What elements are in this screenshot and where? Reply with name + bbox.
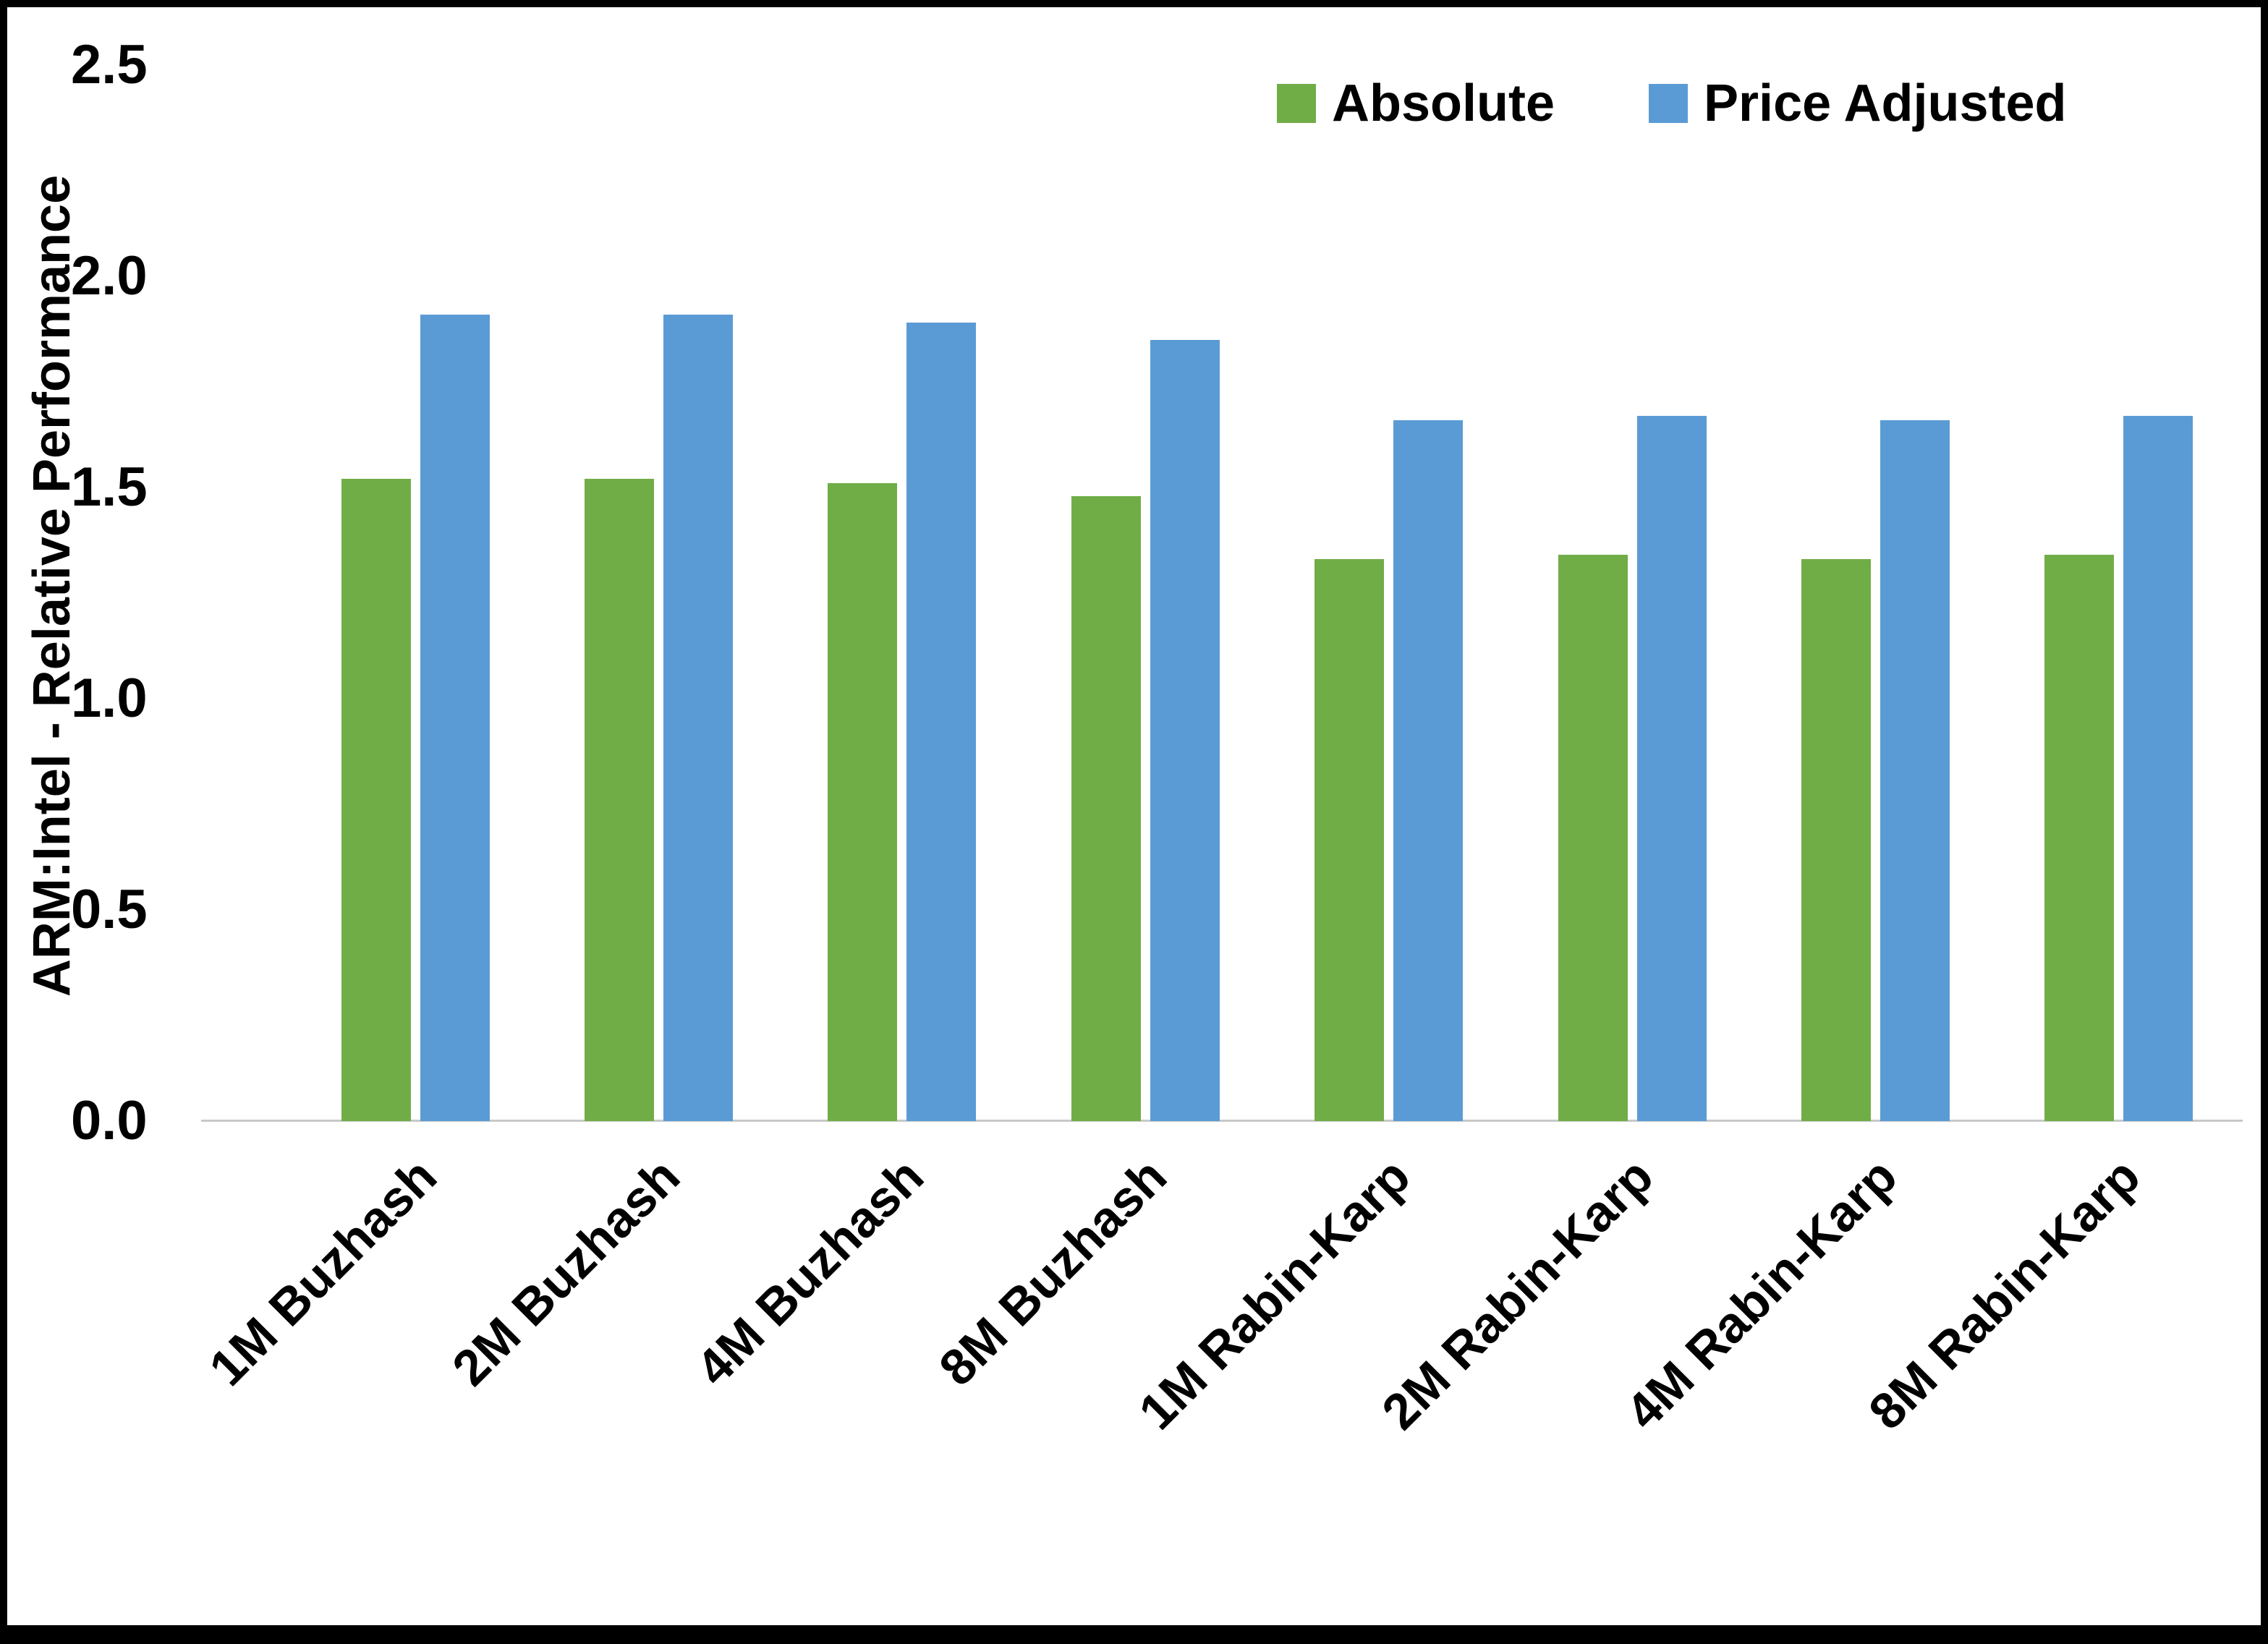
x-axis-labels: 1M Buzhash 2M Buzhash 4M Buzhash 8M Buzhash… [198, 1141, 2241, 1619]
plot-area [294, 65, 2241, 1121]
bar-price-adjusted [906, 323, 977, 1121]
x-axis-line [201, 1120, 2243, 1122]
bar-price-adjusted [663, 314, 734, 1121]
bar-absolute [341, 479, 411, 1121]
bar-absolute [828, 483, 898, 1121]
legend-swatch [1277, 84, 1316, 123]
bar-group [2044, 65, 2193, 1121]
bar-group [1801, 65, 1950, 1121]
bar-group [828, 65, 977, 1121]
bar-price-adjusted [420, 314, 490, 1121]
bar-price-adjusted [1393, 419, 1464, 1121]
bar-price-adjusted [1636, 415, 1707, 1121]
y-tick-label: 2.0 [71, 245, 148, 307]
y-tick-label: 1.0 [71, 668, 148, 729]
bar-group [341, 65, 490, 1121]
legend-swatch [1649, 84, 1689, 123]
bar-absolute [1314, 559, 1385, 1121]
y-tick-label: 0.5 [71, 879, 148, 940]
legend-label: Price Adjusted [1704, 74, 2067, 132]
legend-item: Price Adjusted [1649, 74, 2066, 133]
bar-group [1314, 65, 1464, 1121]
bar-price-adjusted [2123, 415, 2193, 1121]
x-axis-category-label: 4M Buzhash [684, 1147, 934, 1397]
y-tick-label: 1.5 [71, 456, 148, 518]
bar-price-adjusted [1880, 419, 1950, 1121]
bar-absolute [585, 479, 655, 1121]
y-tick-label: 2.5 [71, 34, 148, 95]
x-axis-category-label: 8M Buzhash [928, 1147, 1178, 1397]
x-axis-category-label: 2M Buzhash [441, 1147, 691, 1397]
y-tick-label: 0.0 [71, 1090, 148, 1151]
bar-price-adjusted [1150, 339, 1220, 1121]
legend-label: Absolute [1332, 74, 1555, 132]
bar-absolute [2044, 555, 2115, 1121]
bar-group [1071, 65, 1220, 1121]
legend-item: Absolute [1277, 74, 1555, 133]
bar-group [585, 65, 734, 1121]
bar-absolute [1071, 495, 1141, 1121]
bar-absolute [1558, 555, 1628, 1121]
bar-group [1558, 65, 1707, 1121]
chart-legend: Absolute Price Adjusted [1277, 74, 2066, 133]
x-axis-category-label: 1M Buzhash [198, 1147, 448, 1397]
bar-absolute [1801, 559, 1871, 1121]
